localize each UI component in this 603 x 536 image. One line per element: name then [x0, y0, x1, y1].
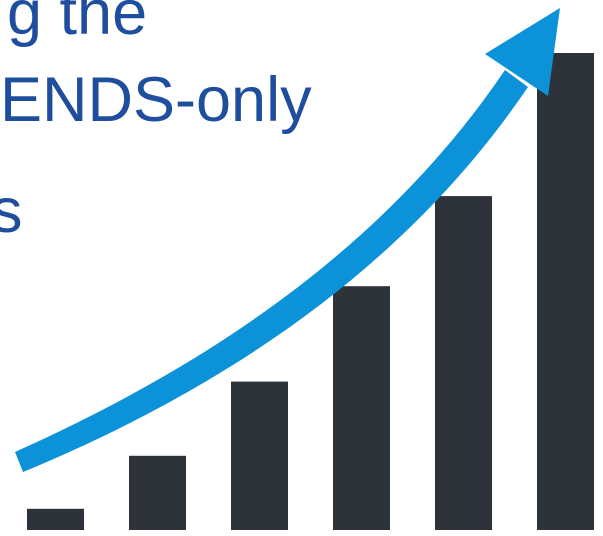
bar-5 — [435, 196, 492, 530]
headline-line-2: ENDS-only — [0, 65, 312, 135]
bar-2 — [129, 455, 186, 530]
bar-group — [27, 53, 594, 530]
headline-line-1: g the — [7, 0, 148, 48]
arrow-head-icon — [485, 8, 560, 96]
bar-1 — [27, 508, 84, 530]
bar-4 — [333, 286, 390, 530]
trend-arrow-icon — [15, 70, 528, 472]
headline-line-3: s — [0, 176, 23, 246]
bar-6 — [537, 53, 594, 530]
bar-3 — [231, 381, 288, 530]
